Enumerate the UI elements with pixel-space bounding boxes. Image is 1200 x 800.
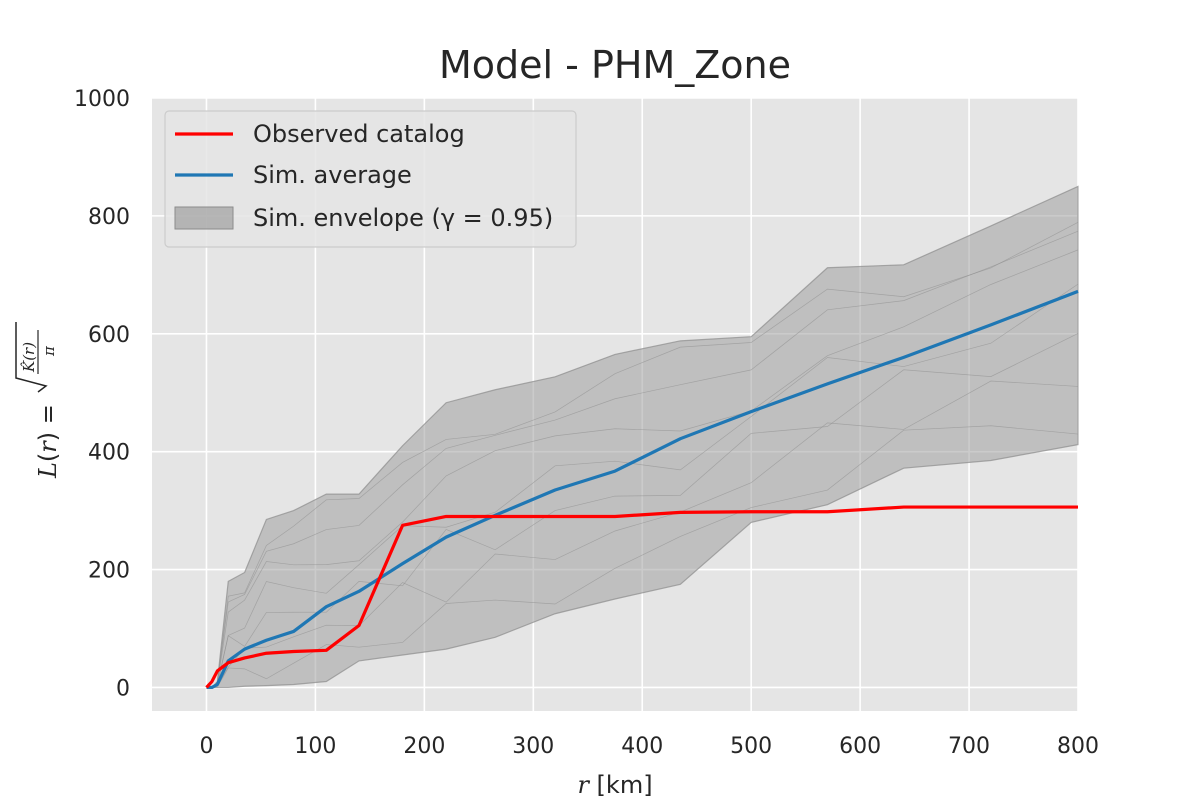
x-tick-label: 800 <box>1057 734 1099 759</box>
chart-title: Model - PHM_Zone <box>439 43 791 87</box>
sim-trace <box>206 249 1079 688</box>
legend-swatch-envelope <box>174 206 234 230</box>
x-tick-label: 100 <box>294 734 336 759</box>
x-axis-label: r [km] <box>577 771 652 799</box>
x-tick-label: 500 <box>730 734 772 759</box>
sim-trace <box>206 380 1079 688</box>
sim-trace <box>206 425 1079 688</box>
sim-trace <box>206 230 1079 688</box>
x-tick-label: 700 <box>948 734 990 759</box>
legend-label-envelope: Sim. envelope (γ = 0.95) <box>253 204 553 232</box>
legend-label-average: Sim. average <box>253 161 412 189</box>
svg-text:π: π <box>40 345 58 357</box>
y-tick-label: 600 <box>88 323 130 348</box>
y-tick-label: 800 <box>88 205 130 230</box>
legend-label-observed: Observed catalog <box>253 120 465 148</box>
svg-text:L(r) =: L(r) = <box>34 404 62 479</box>
x-tick-label: 400 <box>621 734 663 759</box>
sim-trace <box>206 222 1079 688</box>
series-lines <box>205 289 1079 690</box>
sim-trace <box>206 283 1079 688</box>
y-axis-label: L(r) = K̂(r) π <box>15 322 62 479</box>
y-tick-label: 200 <box>88 559 130 584</box>
x-tick-label: 300 <box>512 734 554 759</box>
tick-labels: 0 100 200 300 400 500 600 700 800 0 200 400 600 800 10… <box>74 87 1099 759</box>
y-tick-label: 1000 <box>74 87 130 112</box>
sim-envelope <box>206 185 1079 689</box>
x-tick-label: 600 <box>839 734 881 759</box>
y-tick-label: 400 <box>88 441 130 466</box>
observed-catalog-line <box>205 505 1078 689</box>
envelope-area <box>206 185 1079 689</box>
y-tick-label: 0 <box>116 676 130 701</box>
legend-frame <box>164 110 577 248</box>
x-tick-label: 0 <box>199 734 213 759</box>
x-tick-label: 200 <box>403 734 445 759</box>
svg-text:K̂(r): K̂(r) <box>20 342 38 373</box>
sim-average-line <box>206 289 1079 690</box>
legend: Observed catalog Sim. average Sim. envelop… <box>164 110 577 248</box>
sim-trace <box>206 333 1079 688</box>
